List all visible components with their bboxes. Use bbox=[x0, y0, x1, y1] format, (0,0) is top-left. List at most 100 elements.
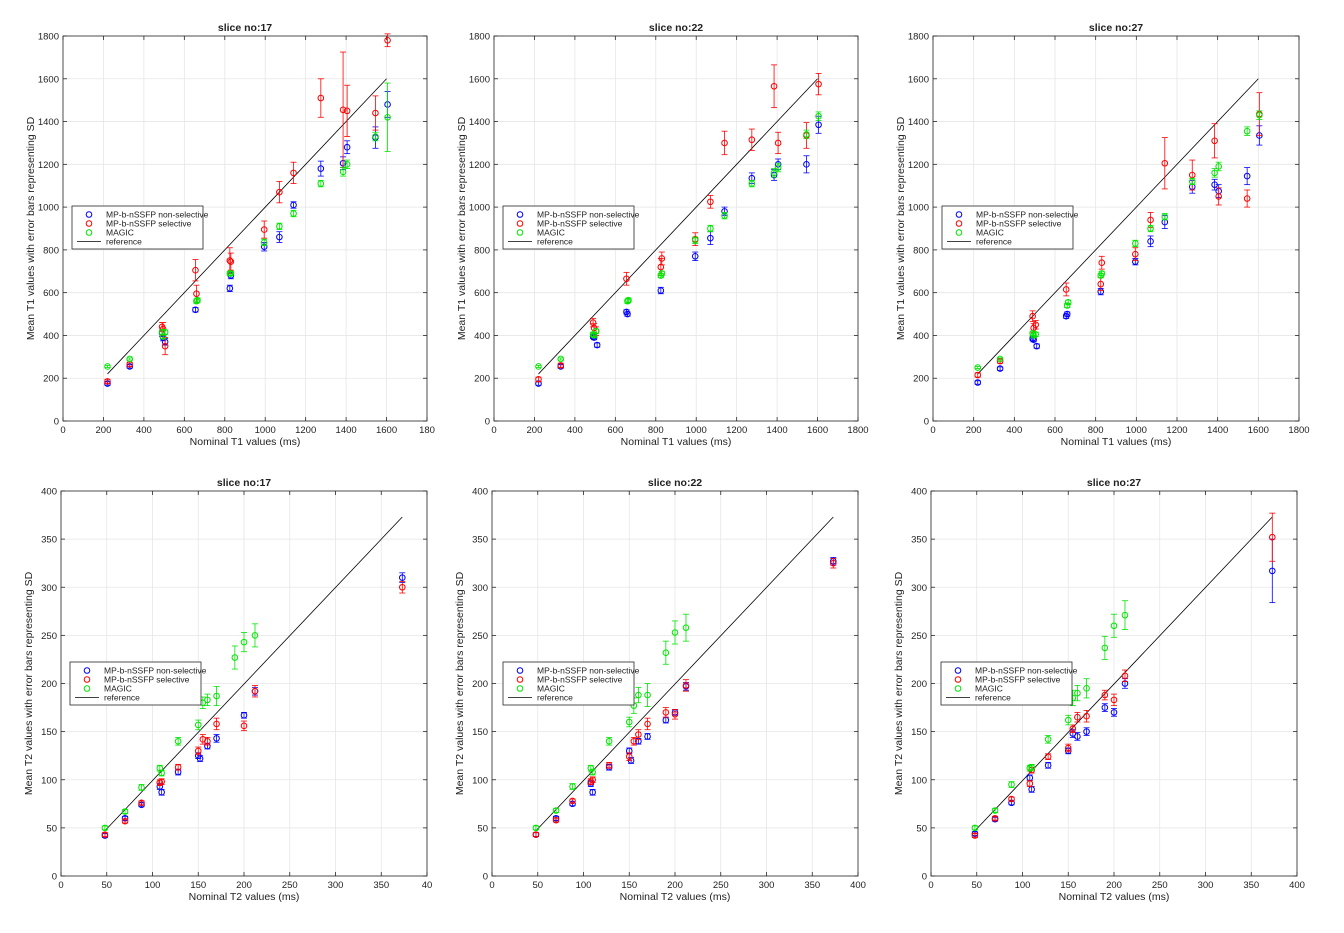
legend-box bbox=[502, 205, 635, 250]
data-point bbox=[101, 824, 109, 832]
series-selective bbox=[532, 557, 837, 838]
data-point bbox=[1026, 780, 1034, 787]
y-tick-label: 1800 bbox=[469, 32, 490, 43]
axes-box bbox=[62, 35, 428, 422]
x-tick-label: 600 bbox=[176, 425, 192, 436]
legend-label: MP-b-nSSFP non-selective bbox=[537, 666, 640, 676]
x-tick-label: 1200 bbox=[726, 425, 747, 436]
data-point bbox=[204, 696, 211, 704]
x-tick-label: 200 bbox=[527, 425, 543, 436]
data-point bbox=[213, 735, 220, 742]
legend-label: MP-b-nSSFP non-selective bbox=[975, 666, 1078, 676]
series-selective bbox=[974, 92, 1263, 379]
y-tick-label: 200 bbox=[474, 374, 490, 385]
x-tick-label: 800 bbox=[648, 425, 664, 436]
x-tick-label: 1600 bbox=[807, 425, 828, 436]
data-point bbox=[1110, 709, 1118, 716]
y-axis-label: Mean T1 values with error bars represent… bbox=[456, 116, 468, 340]
y-tick-label: 250 bbox=[41, 631, 57, 642]
y-tick-label: 1400 bbox=[469, 117, 490, 128]
y-tick-label: 600 bbox=[43, 288, 59, 299]
data-point bbox=[630, 737, 638, 745]
data-point bbox=[625, 753, 633, 760]
legend-label: reference bbox=[537, 237, 573, 247]
data-point bbox=[1044, 753, 1052, 760]
legend-marker bbox=[516, 211, 524, 218]
axes-box bbox=[493, 35, 859, 422]
y-tick-label: 1200 bbox=[38, 160, 59, 171]
data-point bbox=[1132, 240, 1139, 247]
data-point bbox=[1033, 342, 1040, 350]
data-point bbox=[557, 362, 565, 369]
legend-label: MP-b-nSSFP selective bbox=[104, 675, 190, 685]
y-tick-label: 200 bbox=[472, 679, 488, 690]
y-tick-label: 250 bbox=[911, 631, 927, 642]
y-tick-label: 150 bbox=[472, 727, 488, 738]
y-tick-label: 100 bbox=[41, 775, 57, 786]
data-point bbox=[1110, 622, 1118, 630]
y-tick-label: 0 bbox=[485, 417, 490, 428]
x-tick-label: 200 bbox=[667, 880, 683, 891]
legend-label: MP-b-nSSFP selective bbox=[976, 219, 1062, 229]
chart-panel-1: 0 200 400 600 800 1000 1200 1400 1600 18002004006… bbox=[25, 22, 435, 448]
y-tick-label: 250 bbox=[472, 631, 488, 642]
data-point bbox=[535, 375, 542, 383]
data-point bbox=[815, 112, 822, 120]
data-point bbox=[276, 223, 283, 230]
data-point bbox=[251, 632, 259, 639]
data-point bbox=[1215, 193, 1222, 200]
data-point bbox=[770, 169, 778, 177]
legend-label: reference bbox=[104, 693, 140, 703]
y-tick-label: 200 bbox=[911, 679, 927, 690]
y-tick-label: 600 bbox=[474, 288, 490, 299]
data-point bbox=[587, 778, 595, 785]
y-tick-label: 1200 bbox=[469, 160, 490, 171]
data-point bbox=[121, 808, 129, 815]
legend-marker bbox=[954, 685, 962, 692]
x-tick-label: 350 bbox=[1243, 880, 1259, 891]
reference-line bbox=[535, 516, 834, 832]
x-tick-label: 1800 bbox=[847, 425, 868, 436]
x-tick-label: 150 bbox=[1060, 880, 1076, 891]
data-point bbox=[624, 310, 631, 318]
data-point bbox=[138, 799, 145, 807]
y-tick-label: 800 bbox=[474, 245, 490, 256]
data-point bbox=[1029, 312, 1036, 320]
data-point bbox=[138, 784, 145, 791]
legend-label: MP-b-nSSFP selective bbox=[975, 675, 1061, 685]
data-point bbox=[552, 807, 560, 814]
data-point bbox=[707, 234, 714, 242]
data-point bbox=[317, 165, 325, 172]
y-tick-label: 1000 bbox=[908, 203, 929, 214]
y-tick-label: 200 bbox=[913, 374, 929, 385]
y-tick-label: 300 bbox=[41, 583, 57, 594]
data-point bbox=[226, 257, 234, 264]
legend-marker bbox=[516, 667, 524, 674]
legend-marker bbox=[83, 676, 91, 683]
data-point bbox=[339, 168, 347, 176]
y-tick-label: 400 bbox=[474, 331, 490, 342]
y-tick-label: 50 bbox=[46, 823, 57, 834]
data-point bbox=[1083, 712, 1090, 720]
data-point bbox=[644, 691, 651, 699]
data-point bbox=[557, 355, 565, 363]
legend-label: reference bbox=[975, 693, 1011, 703]
data-point bbox=[996, 355, 1004, 363]
data-point bbox=[991, 814, 999, 822]
chart-title: slice no:22 bbox=[649, 22, 703, 34]
x-tick-label: 1800 bbox=[1288, 425, 1309, 436]
data-point bbox=[260, 239, 268, 246]
data-point bbox=[1098, 259, 1106, 267]
data-point bbox=[991, 807, 999, 814]
data-point bbox=[569, 797, 576, 805]
chart-title: slice no:27 bbox=[1087, 477, 1141, 489]
data-point bbox=[587, 764, 595, 772]
y-tick-label: 1000 bbox=[469, 203, 490, 214]
x-tick-label: 400 bbox=[136, 425, 152, 436]
data-point bbox=[398, 574, 406, 581]
x-tick-label: 100 bbox=[1015, 880, 1031, 891]
data-point bbox=[971, 832, 979, 839]
